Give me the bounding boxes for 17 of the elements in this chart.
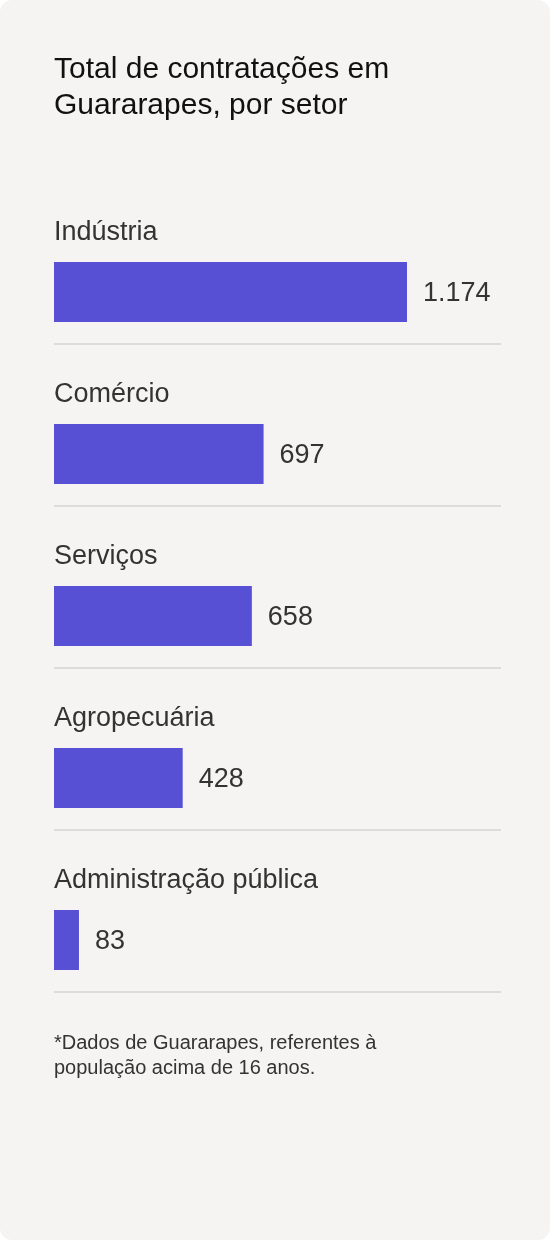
y-tick-label: Serviços [54, 540, 158, 570]
data-label: 1.174 [423, 277, 491, 307]
bar [54, 262, 407, 322]
data-label: 697 [279, 439, 325, 469]
bar [54, 910, 79, 970]
data-label: 658 [267, 601, 313, 631]
y-tick-label: Comércio [54, 378, 170, 408]
y-tick-label: Indústria [54, 216, 159, 246]
data-label: 428 [198, 763, 244, 793]
y-tick-label: Agropecuária [54, 702, 216, 732]
bar [54, 748, 183, 808]
text: *Dados de Guararapes, referentes à população acima de 16 anos. [54, 1031, 378, 1078]
y-tick-label: Administração pública [54, 864, 320, 894]
bar [54, 424, 264, 484]
data-label: 83 [94, 925, 125, 955]
chart-title: Total de contratações em Guararapes, por setor [54, 51, 390, 120]
bar [54, 586, 252, 646]
